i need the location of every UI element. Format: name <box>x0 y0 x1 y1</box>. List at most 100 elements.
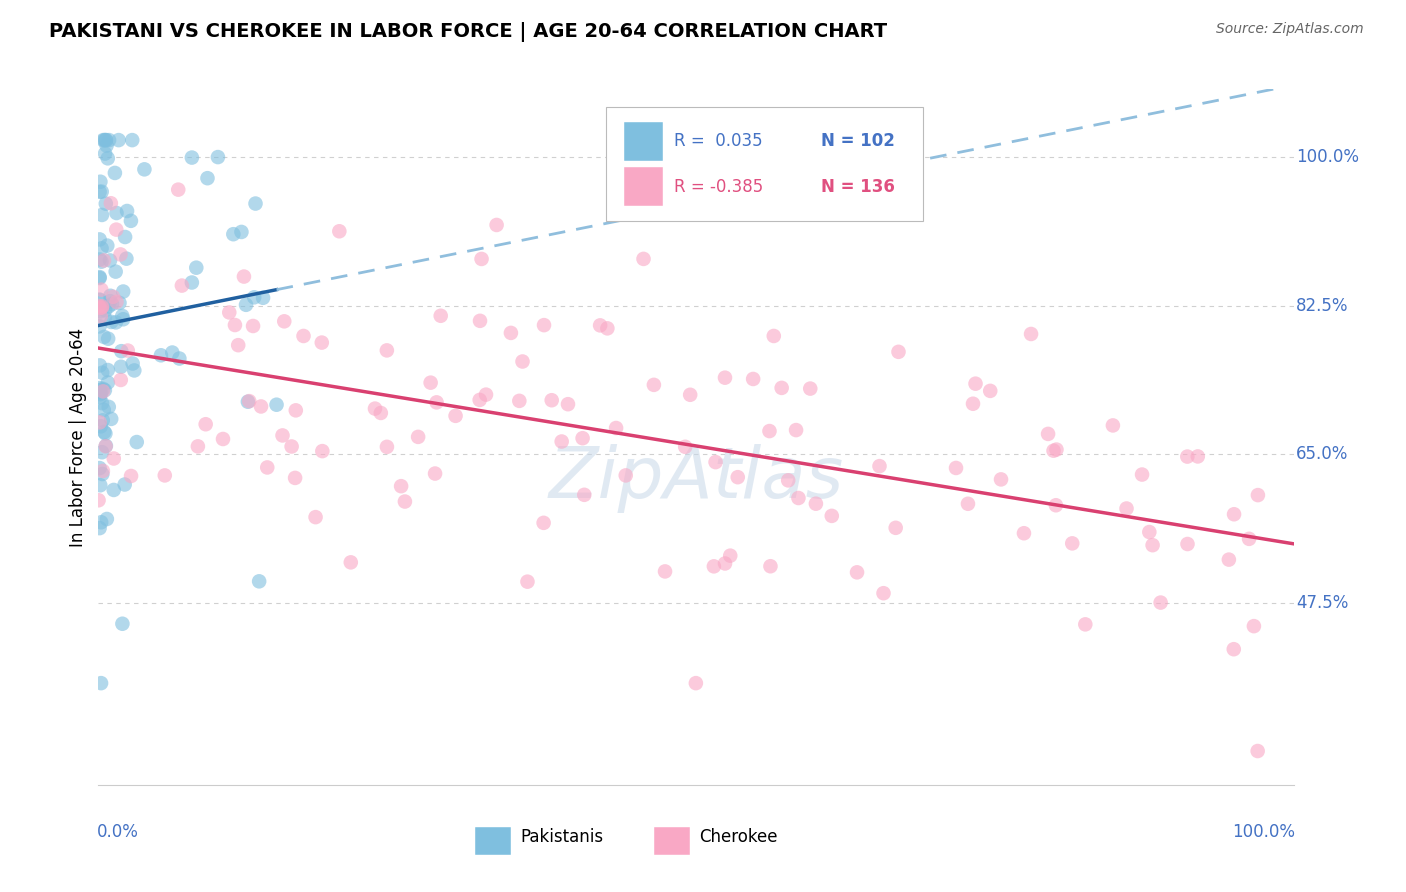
Point <box>93 402 115 417</box>
Point <box>238 394 260 409</box>
Point <box>718 549 741 563</box>
Point <box>242 318 264 333</box>
Point <box>91 396 114 410</box>
Point <box>475 387 498 401</box>
Point <box>91 445 114 459</box>
Point <box>224 318 246 332</box>
Point <box>499 326 522 340</box>
Point <box>1012 526 1035 541</box>
Point <box>108 296 131 310</box>
Point <box>170 278 193 293</box>
Point <box>114 477 136 491</box>
Point <box>153 468 176 483</box>
Point <box>1130 467 1153 482</box>
Point <box>311 335 333 350</box>
Point <box>89 252 111 267</box>
Point <box>212 432 235 446</box>
Point <box>571 431 593 445</box>
Text: Pakistanis: Pakistanis <box>520 828 603 847</box>
Point <box>110 359 132 374</box>
Point <box>470 252 492 266</box>
Point <box>169 351 191 366</box>
Point <box>134 162 156 177</box>
Point <box>180 151 202 165</box>
Point <box>91 467 114 481</box>
Point <box>89 383 111 397</box>
Point <box>89 293 111 307</box>
Point <box>110 344 132 359</box>
Point <box>105 222 128 236</box>
Point <box>93 133 115 147</box>
Point <box>512 354 534 368</box>
Point <box>406 430 429 444</box>
Point <box>97 151 120 165</box>
Point <box>869 459 891 474</box>
Point <box>704 455 727 469</box>
Point <box>87 299 110 313</box>
Point <box>956 497 979 511</box>
Point <box>89 319 111 334</box>
Point <box>273 314 295 328</box>
Point <box>243 290 266 304</box>
Point <box>91 464 114 478</box>
Point <box>89 271 111 285</box>
Point <box>1115 501 1137 516</box>
Point <box>90 419 112 434</box>
Point <box>120 469 142 483</box>
Point <box>94 439 117 453</box>
Point <box>91 133 114 147</box>
Point <box>266 398 288 412</box>
Point <box>100 289 122 303</box>
Point <box>887 344 910 359</box>
Point <box>90 301 112 315</box>
Point <box>89 521 111 535</box>
Point <box>1137 524 1160 539</box>
Point <box>89 175 111 189</box>
Point <box>703 559 725 574</box>
Point <box>1223 508 1246 522</box>
Point <box>101 297 124 311</box>
Point <box>389 479 412 493</box>
Point <box>1177 537 1199 551</box>
Point <box>110 373 132 387</box>
Point <box>90 241 112 255</box>
Point <box>1247 488 1270 502</box>
Point <box>962 397 984 411</box>
Point <box>643 377 665 392</box>
Point <box>94 133 117 147</box>
Point <box>100 412 122 426</box>
Point <box>187 439 209 453</box>
Point <box>89 293 111 307</box>
Point <box>91 382 114 396</box>
Point <box>89 381 111 395</box>
Point <box>89 304 111 318</box>
Point <box>990 472 1012 486</box>
Point <box>742 372 765 386</box>
Point <box>1175 450 1198 464</box>
Point <box>758 424 780 438</box>
Point <box>770 381 793 395</box>
Text: R =  0.035: R = 0.035 <box>675 132 763 151</box>
Point <box>121 133 143 147</box>
Point <box>115 204 138 219</box>
Point <box>103 483 125 497</box>
Point <box>419 376 441 390</box>
Point <box>1036 426 1059 441</box>
Point <box>778 474 800 488</box>
Point <box>103 451 125 466</box>
Point <box>89 359 111 373</box>
Point <box>759 559 782 574</box>
Point <box>231 225 253 239</box>
Point <box>117 343 139 358</box>
Point <box>846 566 869 580</box>
Point <box>105 206 128 220</box>
Point <box>311 444 333 458</box>
Point <box>426 395 449 409</box>
Point <box>284 471 307 485</box>
Point <box>98 294 121 309</box>
Point <box>94 310 117 325</box>
Point <box>121 357 143 371</box>
Point <box>233 269 256 284</box>
Point <box>89 416 111 430</box>
Point <box>112 285 135 299</box>
